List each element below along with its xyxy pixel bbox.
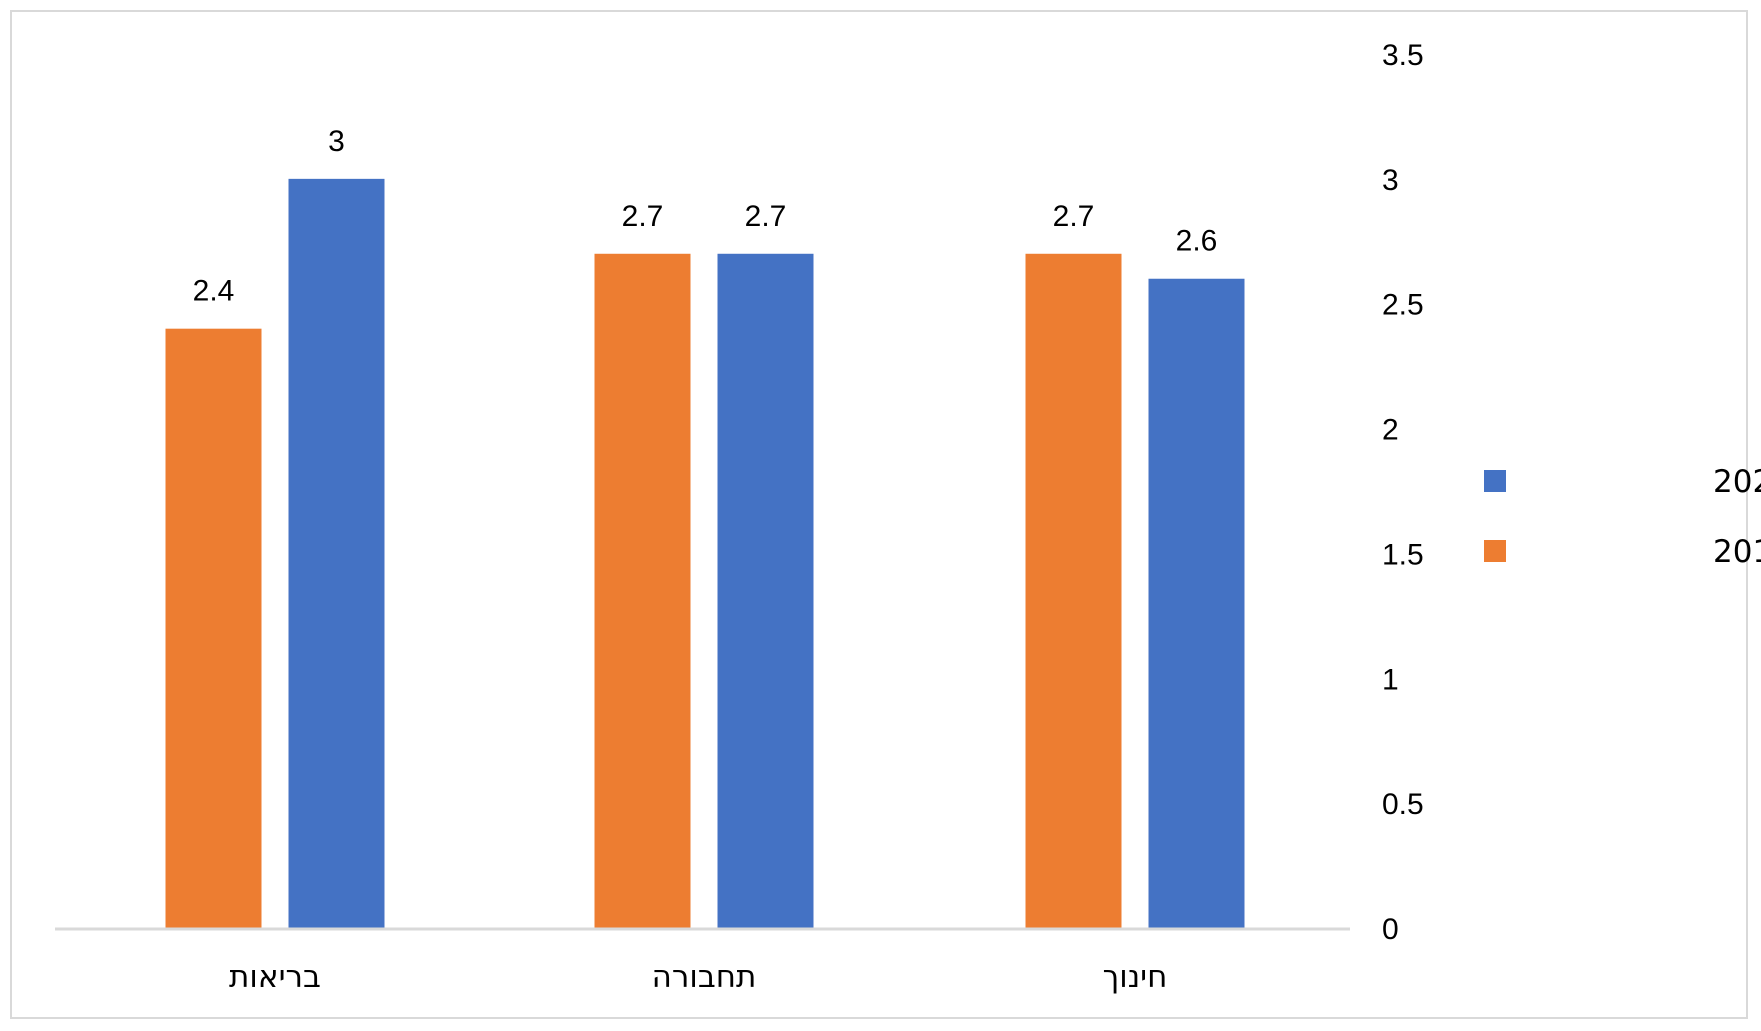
y-tick-label: 3 xyxy=(1382,164,1399,197)
y-tick-label: 3.5 xyxy=(1382,39,1424,72)
y-tick-label: 1 xyxy=(1382,663,1399,696)
bar-jul2019-0 xyxy=(165,328,262,929)
y-tick-label: 0.5 xyxy=(1382,788,1424,821)
category-label: תחבורה xyxy=(652,959,757,995)
data-label: 2.6 xyxy=(1176,225,1218,258)
legend: דצמבר 2023 יולי 2019 xyxy=(1484,464,1761,570)
data-label: 2.7 xyxy=(745,200,787,233)
y-tick-label: 2.5 xyxy=(1382,289,1424,322)
category-label: בריאות xyxy=(229,959,321,995)
legend-label: דצמבר 2023 xyxy=(1713,464,1761,500)
bars-layer xyxy=(165,178,1245,929)
data-label: 2.7 xyxy=(1053,200,1095,233)
bar-jul2019-1 xyxy=(594,253,691,928)
data-label: 2.4 xyxy=(193,275,235,308)
data-labels: 2.4 3 2.7 2.7 2.7 2.6 xyxy=(193,125,1218,308)
bar-dec2023-0 xyxy=(288,178,385,928)
legend-swatch xyxy=(1484,470,1506,492)
legend-swatch xyxy=(1484,540,1506,562)
bar-dec2023-1 xyxy=(717,253,814,928)
legend-label: יולי 2019 xyxy=(1713,534,1761,570)
y-tick-label: 2 xyxy=(1382,414,1399,447)
bar-dec2023-2 xyxy=(1148,278,1245,928)
data-label: 2.7 xyxy=(622,200,664,233)
category-label: חינוך xyxy=(1103,959,1168,995)
y-tick-label: 0 xyxy=(1382,913,1399,946)
bar-jul2019-2 xyxy=(1025,253,1122,928)
y-tick-label: 1.5 xyxy=(1382,538,1424,571)
data-label: 3 xyxy=(328,125,345,158)
y-axis-ticks: 0 0.5 1 1.5 2 2.5 3 3.5 xyxy=(1382,39,1424,946)
category-labels: בריאות תחבורה חינוך xyxy=(229,959,1167,995)
